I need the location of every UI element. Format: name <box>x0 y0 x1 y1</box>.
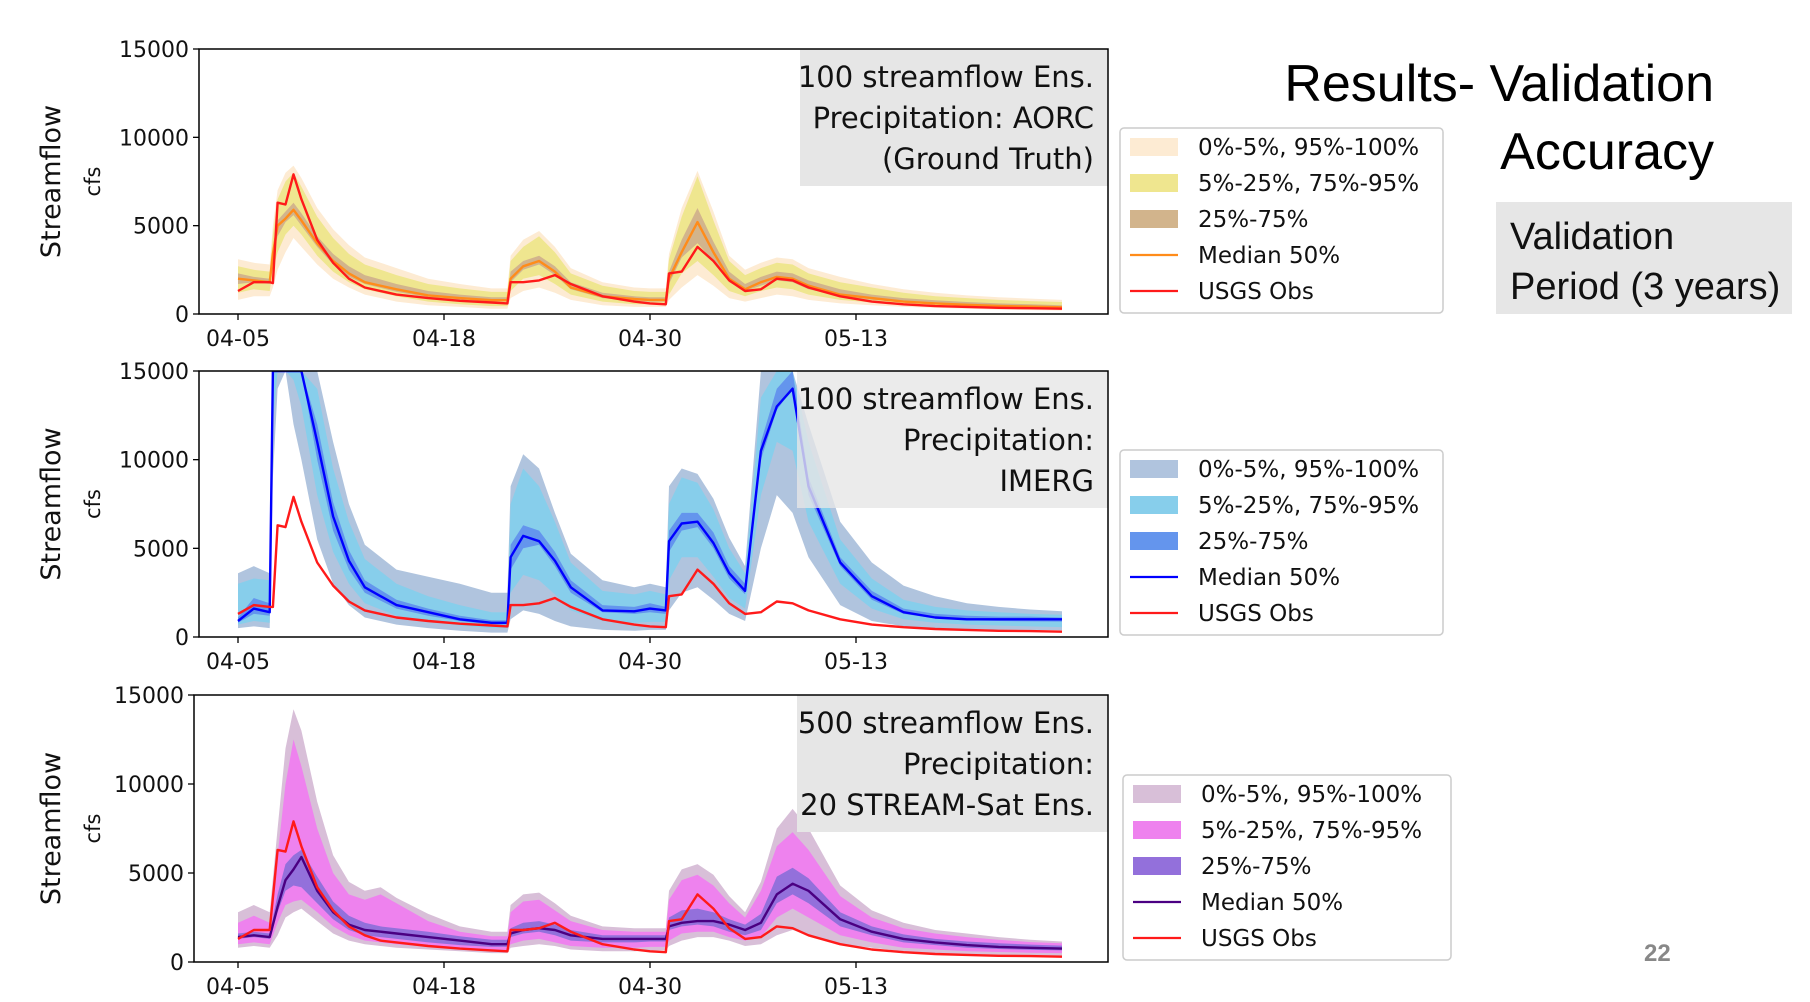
y-axis-label: Streamflow <box>36 752 67 905</box>
legend-frame <box>1119 449 1444 636</box>
legend-label: Median 50% <box>1198 243 1340 269</box>
y-tick-label: 10000 <box>114 773 184 798</box>
x-tick-label: 05-13 <box>824 975 888 1000</box>
y-tick-label: 0 <box>175 626 189 651</box>
legend-swatch <box>1130 496 1178 514</box>
y-tick-label: 15000 <box>114 684 184 709</box>
band-5-95 <box>238 371 1062 629</box>
slide-title: Results- Validation Accuracy <box>1284 50 1714 186</box>
annotation-line: 100 streamflow Ens. <box>798 60 1094 94</box>
annotation-box: 100 streamflow Ens. Precipitation: IMERG <box>797 371 1108 508</box>
usgs-obs-line <box>237 820 1063 958</box>
x-tick-label: 04-05 <box>206 327 270 352</box>
y-tick-label: 10000 <box>119 126 189 151</box>
legend-label: 0%-5%, 95%-100% <box>1201 782 1422 808</box>
x-tick-label: 05-13 <box>824 327 888 352</box>
annotation-line: 500 streamflow Ens. <box>798 706 1094 740</box>
chart-panel-2: 100 streamflow Ens.Precipitation:IMERG05… <box>36 360 1444 675</box>
legend-label: 25%-75% <box>1201 854 1312 880</box>
period-line-2: Period (3 years) <box>1510 266 1781 308</box>
annotation-line: IMERG <box>999 464 1094 498</box>
annotation-background <box>800 49 1108 186</box>
legend: 0%-5%, 95%-100% 5%-25%, 75%-95% 25%-75% Med… <box>1122 774 1452 961</box>
x-tick-label: 04-18 <box>412 650 476 675</box>
annotation-line: Precipitation: AORC <box>813 101 1094 135</box>
y-axis-label: Streamflow <box>36 427 67 580</box>
legend-label: 5%-25%, 75%-95% <box>1201 818 1422 844</box>
legend-label: 5%-25%, 75%-95% <box>1198 171 1419 197</box>
legend-swatch <box>1130 460 1178 478</box>
legend: 0%-5%, 95%-100% 5%-25%, 75%-95% 25%-75% Med… <box>1119 127 1444 314</box>
annotation-background <box>797 695 1108 832</box>
y-tick-label: 0 <box>175 303 189 328</box>
median-line <box>237 208 1063 309</box>
period-line-1: Validation <box>1510 216 1675 258</box>
annotation-line: (Ground Truth) <box>882 142 1094 176</box>
axes-frame <box>198 48 1109 315</box>
plot-area <box>237 709 1063 958</box>
annotation-line: 20 STREAM-Sat Ens. <box>800 788 1094 822</box>
usgs-obs-line <box>237 495 1063 633</box>
x-tick-label: 04-30 <box>618 327 682 352</box>
axes-frame <box>193 694 1109 963</box>
legend-swatch <box>1130 174 1178 192</box>
y-tick-label: 15000 <box>119 360 189 385</box>
median-line <box>237 371 1062 624</box>
legend-label: USGS Obs <box>1198 601 1314 627</box>
slide-title-line-2: Accuracy <box>1500 123 1714 181</box>
y-tick-label: 0 <box>170 951 184 976</box>
legend-label: Median 50% <box>1201 890 1343 916</box>
usgs-obs-line <box>237 173 1063 310</box>
y-tick-label: 10000 <box>119 449 189 474</box>
annotation-box: 500 streamflow Ens. Precipitation: 20 STRE… <box>797 695 1108 832</box>
y-axis-label: Streamflow <box>36 105 67 258</box>
chart-panel-1: 100 streamflow Ens. Precipitation: AORC (G… <box>36 38 1444 352</box>
legend-swatch <box>1130 138 1178 156</box>
y-axis-unit: cfs <box>81 167 105 197</box>
legend-label: USGS Obs <box>1198 279 1314 305</box>
legend-swatch <box>1130 210 1178 228</box>
axes-frame <box>198 370 1109 638</box>
page-number: 22 <box>1644 940 1671 967</box>
annotation-background <box>797 371 1108 508</box>
legend-label: 25%-75% <box>1198 207 1309 233</box>
y-tick-label: 5000 <box>133 537 189 562</box>
legend-swatch <box>1130 532 1178 550</box>
x-tick-label: 04-30 <box>618 650 682 675</box>
legend: 0%-5%, 95%-100% 5%-25%, 75%-95% 25%-75% Med… <box>1119 449 1444 636</box>
validation-period-box: Validation Period (3 years) <box>1496 202 1792 314</box>
plot-area <box>237 371 1063 633</box>
x-tick-label: 04-18 <box>412 975 476 1000</box>
plot-area <box>237 165 1063 311</box>
annotation-line: Precipitation: <box>903 423 1094 457</box>
legend-swatch <box>1133 821 1181 839</box>
legend-label: Median 50% <box>1198 565 1340 591</box>
x-tick-label: 05-13 <box>824 650 888 675</box>
x-tick-label: 04-30 <box>618 975 682 1000</box>
y-tick-label: 5000 <box>133 215 189 240</box>
y-axis-unit: cfs <box>81 814 105 844</box>
band-0-100 <box>238 165 1062 311</box>
annotation-line: Precipitation: <box>903 747 1094 781</box>
legend-frame <box>1119 127 1444 314</box>
legend-label: 0%-5%, 95%-100% <box>1198 135 1419 161</box>
legend-frame <box>1122 774 1452 961</box>
legend-label: 25%-75% <box>1198 529 1309 555</box>
slide-title-line-1: Results- Validation <box>1284 55 1714 113</box>
legend-label: 0%-5%, 95%-100% <box>1198 457 1419 483</box>
annotation-box: 100 streamflow Ens. Precipitation: AORC (G… <box>798 49 1108 186</box>
legend-swatch <box>1133 785 1181 803</box>
annotation-line: 100 streamflow Ens. <box>798 382 1094 416</box>
y-axis-unit: cfs <box>81 489 105 519</box>
y-tick-label: 5000 <box>128 862 184 887</box>
legend-swatch <box>1133 857 1181 875</box>
chart-panel-3: 500 streamflow Ens. Precipitation: 20 STRE… <box>36 684 1452 1000</box>
legend-label: 5%-25%, 75%-95% <box>1198 493 1419 519</box>
x-tick-label: 04-05 <box>206 650 270 675</box>
x-tick-label: 04-18 <box>412 327 476 352</box>
y-tick-label: 15000 <box>119 38 189 63</box>
legend-label: USGS Obs <box>1201 926 1317 952</box>
x-tick-label: 04-05 <box>206 975 270 1000</box>
